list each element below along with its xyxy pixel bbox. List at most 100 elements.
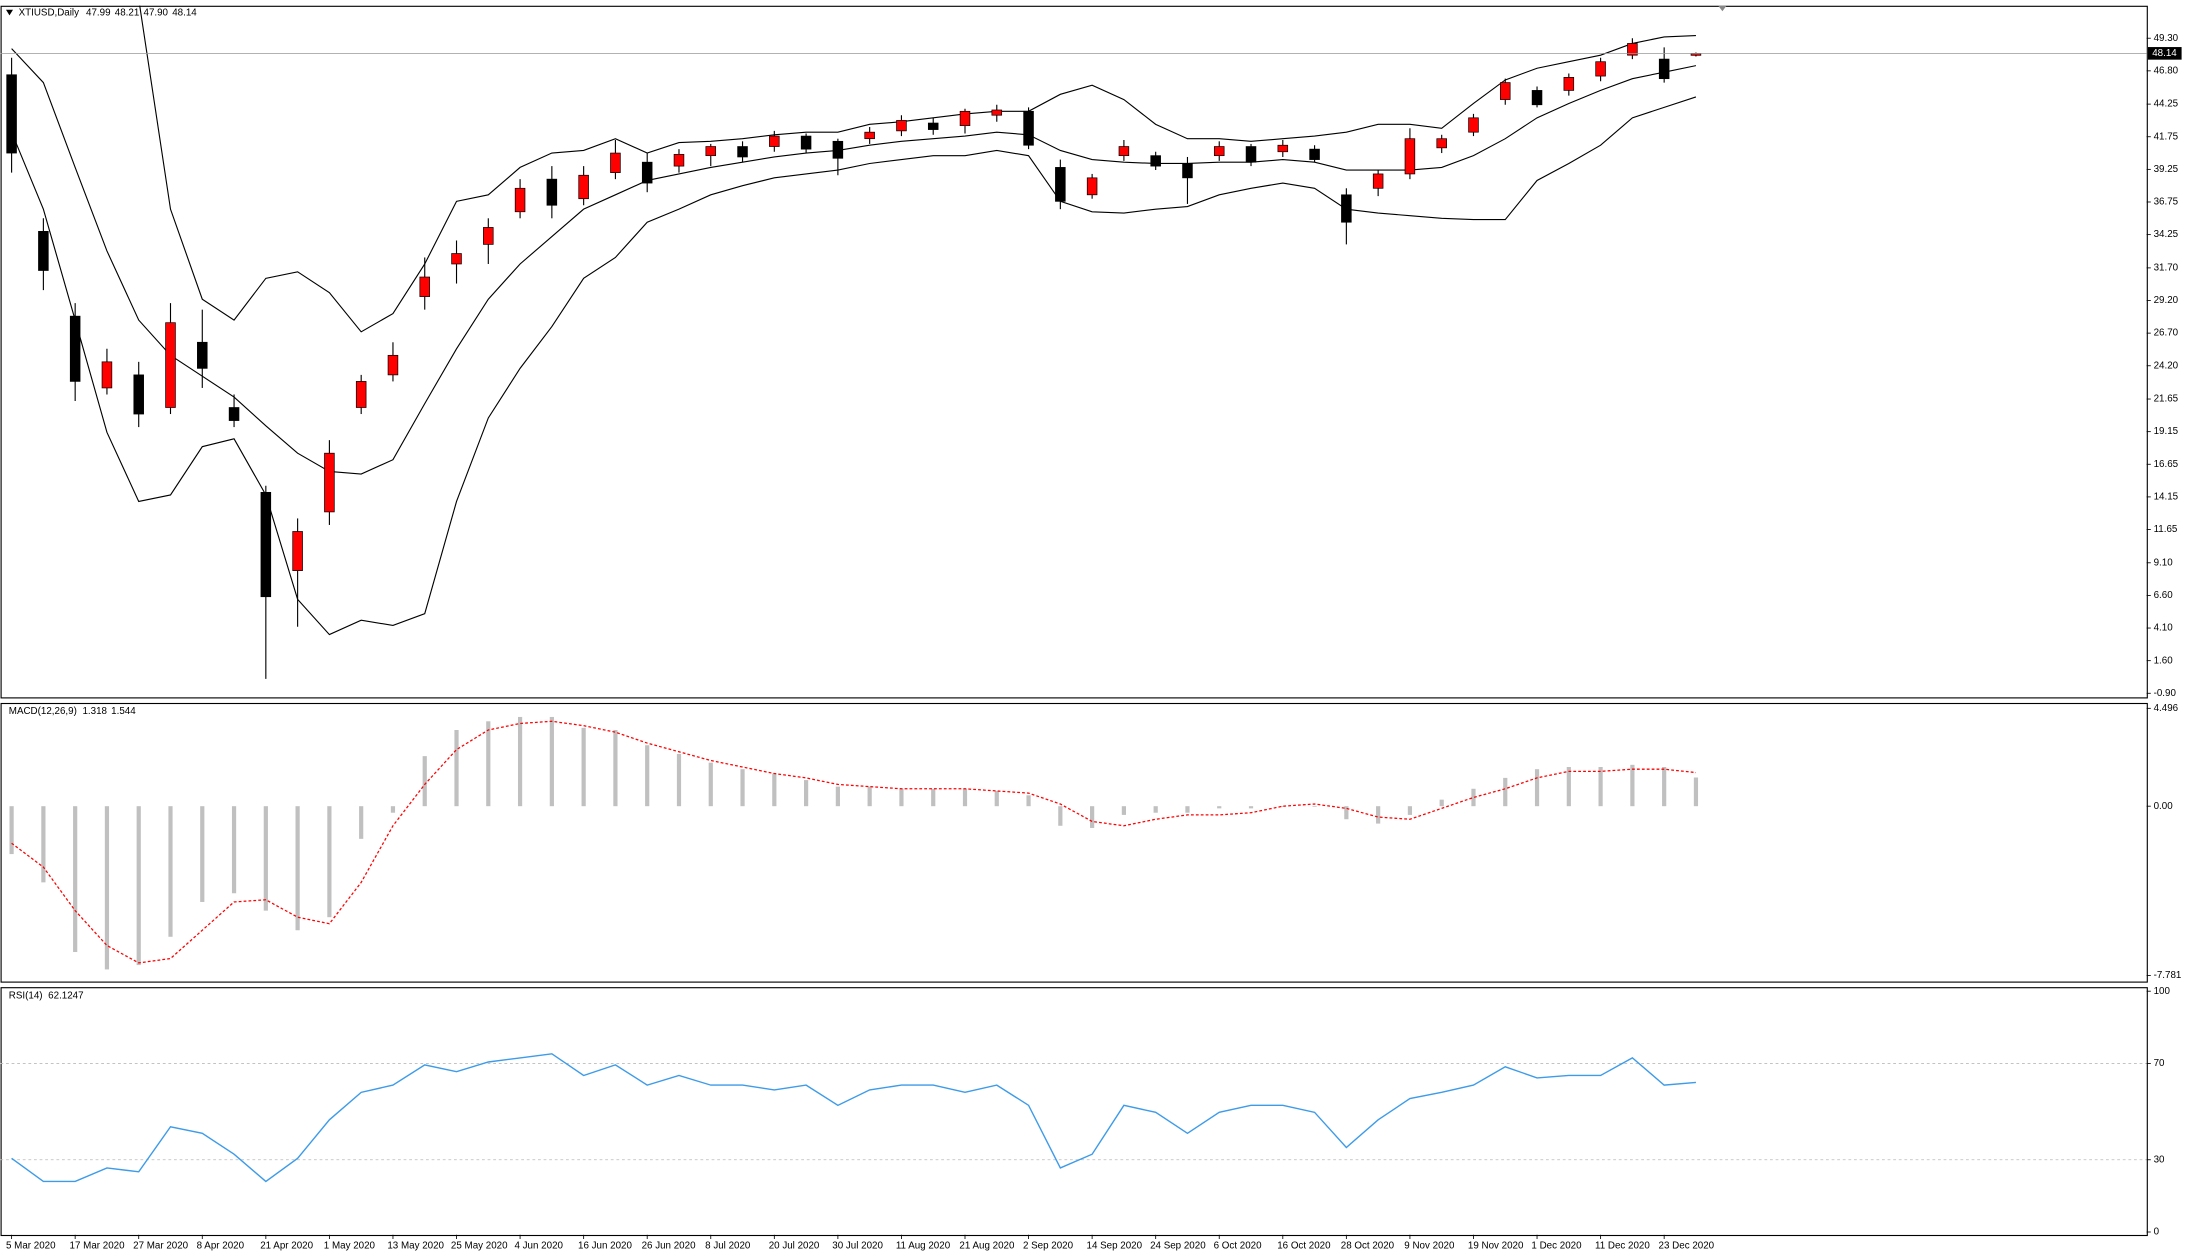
x-tick-label: 25 May 2020: [451, 1241, 508, 1252]
macd-panel: [0, 702, 2148, 983]
macd-bar: [1153, 806, 1158, 813]
macd-bar: [1344, 806, 1349, 820]
y-tick-label: 34.25: [2154, 229, 2179, 240]
candle-body: [610, 152, 621, 173]
candle-body: [260, 491, 272, 598]
x-tick-label: 21 Aug 2020: [959, 1241, 1015, 1252]
y-tick-label: 70: [2154, 1058, 2165, 1069]
macd-signal-value: 1.544: [111, 706, 136, 717]
y-tick-label: 44.25: [2154, 99, 2179, 110]
candle-body: [959, 110, 971, 127]
shift-marker: [1718, 5, 1727, 12]
macd-bar: [1407, 806, 1413, 815]
macd-bar: [835, 786, 840, 807]
candle-body: [1468, 117, 1479, 133]
macd-bar: [327, 806, 332, 918]
candle-body: [38, 230, 49, 271]
candle-body: [514, 187, 526, 213]
macd-bar: [1471, 788, 1476, 807]
y-tick-label: 49.30: [2154, 33, 2179, 44]
candle-body: [451, 253, 462, 265]
candle-body: [991, 109, 1003, 116]
x-tick-label: 28 Oct 2020: [1341, 1241, 1395, 1252]
candle-body: [1372, 173, 1384, 189]
y-tick-label: 30: [2154, 1154, 2165, 1165]
y-tick-label: 46.80: [2154, 65, 2179, 76]
low-value: 47.90: [144, 7, 169, 18]
candle-body: [1563, 77, 1575, 91]
x-tick-label: 2 Sep 2020: [1023, 1241, 1074, 1252]
x-tick-label: 24 Sep 2020: [1150, 1241, 1206, 1252]
macd-bar: [1121, 806, 1126, 815]
candle-body: [673, 154, 685, 167]
rsi-panel: [0, 987, 2148, 1237]
candle-body: [1086, 177, 1098, 196]
candle-body: [197, 341, 208, 369]
candle-body: [1595, 61, 1606, 77]
candle-body: [1500, 82, 1511, 100]
macd-bar: [422, 756, 427, 807]
y-tick-label: -0.90: [2154, 688, 2177, 699]
candle-body: [1055, 167, 1066, 202]
candle-body: [1531, 90, 1543, 106]
macd-bar: [994, 790, 999, 807]
candle-body: [641, 161, 653, 184]
candle-body: [769, 135, 780, 147]
y-tick-label: 36.75: [2154, 197, 2179, 208]
y-tick-label: 100: [2154, 986, 2171, 997]
candle-body: [1277, 144, 1289, 153]
candle-body: [896, 120, 907, 132]
x-tick-label: 30 Jul 2020: [832, 1241, 883, 1252]
macd-bar: [200, 806, 205, 902]
x-tick-label: 11 Aug 2020: [896, 1241, 951, 1252]
macd-signal-line: [11, 720, 1697, 964]
y-tick-label: 26.70: [2154, 328, 2179, 339]
candle-body: [355, 381, 367, 408]
macd-bar: [1630, 764, 1635, 807]
open-value: 47.99: [86, 7, 111, 18]
x-tick-label: 1 May 2020: [324, 1241, 376, 1252]
candle-body: [1118, 146, 1130, 157]
candle-body: [1309, 148, 1320, 160]
y-tick-label: 29.20: [2154, 295, 2179, 306]
candle-body: [387, 354, 399, 376]
x-tick-label: 21 Apr 2020: [260, 1241, 313, 1252]
candle-body: [864, 131, 875, 140]
y-tick-label: 4.496: [2154, 703, 2179, 714]
x-tick-label: 23 Dec 2020: [1659, 1241, 1715, 1252]
x-tick-label: 26 Jun 2020: [642, 1241, 696, 1252]
macd-bar: [899, 788, 904, 807]
y-tick-label: 6.60: [2154, 590, 2174, 601]
macd-bar: [263, 806, 268, 911]
macd-bar: [740, 769, 745, 807]
y-tick-label: 4.10: [2154, 623, 2174, 634]
macd-bar: [645, 745, 650, 807]
macd-bar: [581, 727, 586, 807]
main-header: XTIUSD,Daily 47.99 48.21 47.90 48.14: [19, 7, 198, 18]
menu-arrow[interactable]: [6, 9, 13, 16]
macd-bar: [676, 753, 682, 807]
candle-body: [324, 452, 335, 513]
y-tick-label: 19.15: [2154, 426, 2179, 437]
x-tick-label: 14 Sep 2020: [1087, 1241, 1143, 1252]
macd-bar: [1566, 767, 1571, 807]
x-tick-label: 20 Jul 2020: [769, 1241, 820, 1252]
y-tick-label: 39.25: [2154, 164, 2179, 175]
candle-body: [705, 146, 717, 157]
x-tick-label: 19 Nov 2020: [1468, 1241, 1524, 1252]
candle-body: [1213, 146, 1225, 157]
macd-bar: [772, 773, 777, 807]
x-tick-label: 6 Oct 2020: [1214, 1241, 1262, 1252]
x-tick-label: 9 Nov 2020: [1404, 1241, 1455, 1252]
candle-body: [133, 374, 144, 415]
x-tick-label: 8 Jul 2020: [705, 1241, 751, 1252]
macd-bar: [1439, 799, 1444, 807]
macd-bar: [1217, 806, 1222, 809]
candle-body: [1150, 155, 1161, 167]
macd-bar: [931, 788, 936, 807]
x-tick-label: 13 May 2020: [387, 1241, 444, 1252]
candle-body: [1023, 110, 1034, 146]
x-tick-label: 16 Jun 2020: [578, 1241, 632, 1252]
